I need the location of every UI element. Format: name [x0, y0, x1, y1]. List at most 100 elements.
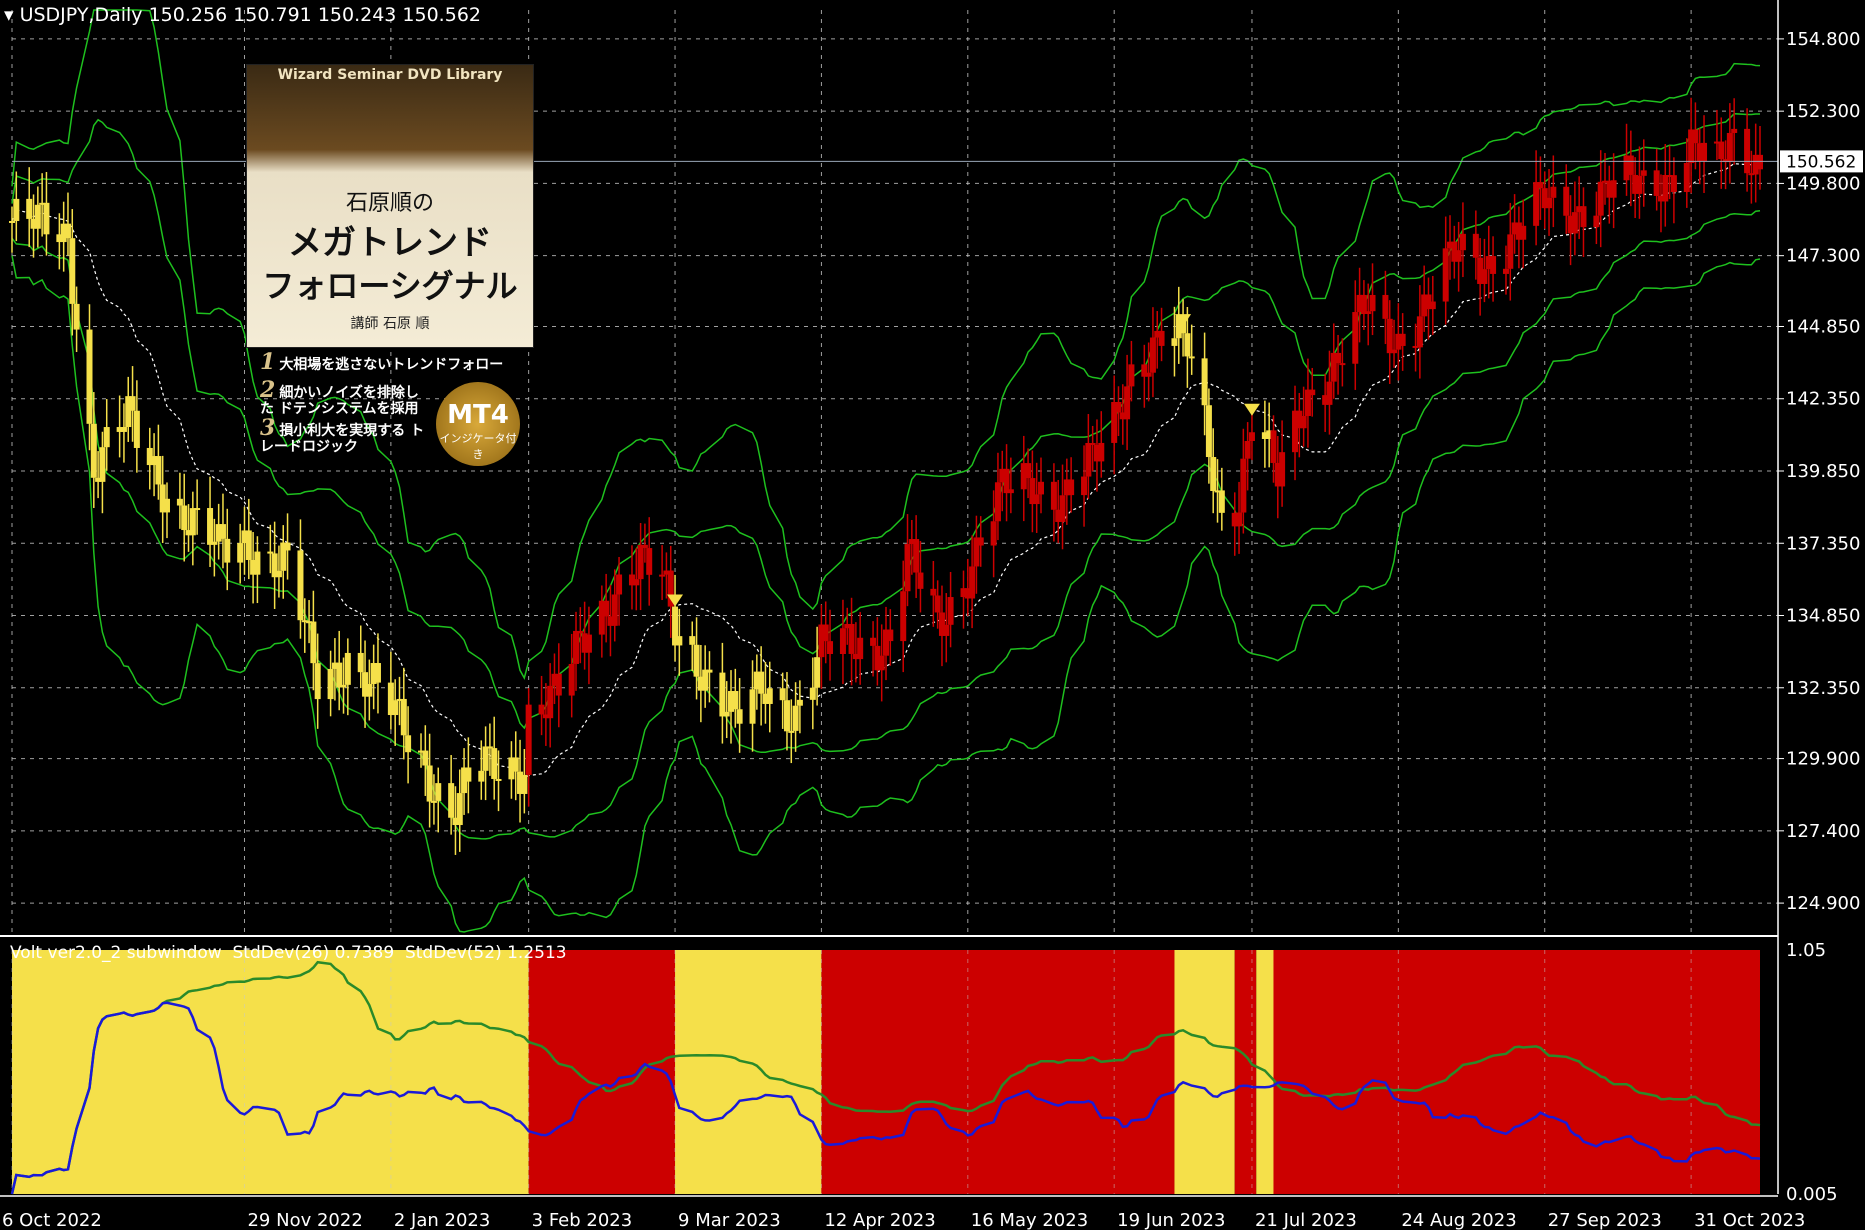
collapse-triangle-icon[interactable]: ▾ [4, 4, 20, 26]
candle-body [478, 770, 485, 782]
bollinger-lower-inner [11, 209, 1761, 840]
candle-body [116, 427, 123, 432]
candle-body [1111, 401, 1118, 443]
candle-body [1115, 401, 1122, 413]
candle-body [125, 396, 132, 428]
date-tick-label: 12 Apr 2023 [824, 1210, 935, 1230]
candle-body [495, 778, 502, 781]
candle-body [1696, 143, 1703, 162]
ohlc-values: 150.256 150.791 150.243 150.562 [148, 4, 481, 26]
candle-body [1171, 338, 1178, 346]
candle-body [1623, 155, 1630, 181]
candle-body [818, 624, 825, 658]
candle-body [573, 630, 580, 664]
candle-body [26, 198, 33, 219]
price-tick-label: 134.850 [1786, 606, 1860, 627]
candle-body [788, 730, 795, 733]
price-tick-label: 144.850 [1786, 316, 1860, 337]
candle-body [301, 620, 308, 623]
stddev26-line [10, 1001, 1761, 1195]
candle-body [659, 574, 666, 577]
candle-body [736, 709, 743, 724]
candle-body [1485, 256, 1492, 270]
candle-body [796, 699, 803, 706]
candle-body [1455, 250, 1462, 262]
candle-body [56, 234, 63, 243]
candle-body [943, 624, 950, 636]
badge-subtitle: インジケータ付き [439, 432, 517, 461]
candle-body [672, 606, 679, 646]
candle-body [1627, 155, 1634, 175]
candle-body [1033, 494, 1040, 505]
regime-band [1174, 950, 1235, 1194]
candle-body [1360, 294, 1367, 315]
candle-body [641, 544, 648, 549]
candle-body [1481, 269, 1488, 284]
candle-body [1119, 412, 1126, 420]
candle-body [1593, 215, 1600, 228]
candle-body [219, 524, 226, 539]
date-tick-label: 21 Jul 2023 [1255, 1210, 1357, 1230]
candle-body [723, 711, 730, 717]
candle-body [857, 637, 864, 660]
candle-body [792, 705, 799, 731]
candle-body [1726, 132, 1733, 163]
candle-body [297, 550, 304, 621]
candle-body [237, 543, 244, 563]
date-tick-label: 9 Mar 2023 [678, 1210, 781, 1230]
candle-body [547, 685, 554, 719]
candle-body [702, 669, 709, 691]
candle-body [1610, 180, 1617, 198]
candle-body [1218, 490, 1225, 513]
date-tick-label: 6 Oct 2022 [2, 1210, 102, 1230]
candle-body [1093, 444, 1100, 462]
candle-body [598, 600, 605, 635]
candle-body [809, 687, 816, 700]
dvd-feature-1: 1 大相場を逃さないトレンドフォロー [260, 349, 504, 375]
candle-body [194, 508, 201, 511]
candle-body [1550, 186, 1557, 198]
dvd-title-line2: フォローシグナル [262, 267, 518, 305]
candle-body [95, 477, 102, 482]
candle-body [1490, 256, 1497, 274]
dvd-advert[interactable]: Wizard Seminar DVD Library 石原順の メガトレンド フ… [246, 64, 534, 466]
candle-body [758, 671, 765, 694]
candle-body [930, 588, 937, 596]
bollinger-lower-outer [11, 255, 1761, 933]
candle-body [241, 530, 248, 544]
candle-body [1757, 154, 1763, 170]
candle-body [719, 672, 726, 717]
candle-body [1236, 512, 1243, 527]
candle-body [1292, 410, 1299, 453]
candle-body [1063, 479, 1070, 496]
candle-body [250, 559, 257, 575]
bollinger-upper-outer [11, 9, 1761, 680]
candle-body [103, 427, 110, 448]
candle-body [969, 566, 976, 599]
candle-body [1231, 512, 1238, 527]
candle-body [448, 783, 455, 818]
candle-body [1141, 364, 1148, 377]
candle-body [435, 783, 442, 801]
candle-body [676, 636, 683, 646]
candle-body [400, 698, 407, 736]
indicator-header: Volt ver2.0_2 subwindow StdDev(26) 0.738… [10, 943, 567, 963]
candle-body [1270, 430, 1277, 463]
candle-body [1640, 170, 1647, 176]
candle-body [577, 630, 584, 634]
candle-body [280, 542, 287, 571]
candle-body [947, 597, 954, 625]
candle-body [1597, 181, 1604, 216]
candle-body [1240, 458, 1247, 513]
candle-body [542, 714, 549, 719]
candle-body [1210, 457, 1217, 492]
candle-body [1365, 311, 1372, 315]
candle-body [1602, 180, 1609, 183]
candle-body [994, 482, 1001, 522]
candle-body [934, 595, 941, 613]
candle-body [1576, 206, 1583, 213]
candle-body [508, 757, 515, 780]
candle-body [870, 637, 877, 646]
candle-body [1713, 141, 1720, 144]
